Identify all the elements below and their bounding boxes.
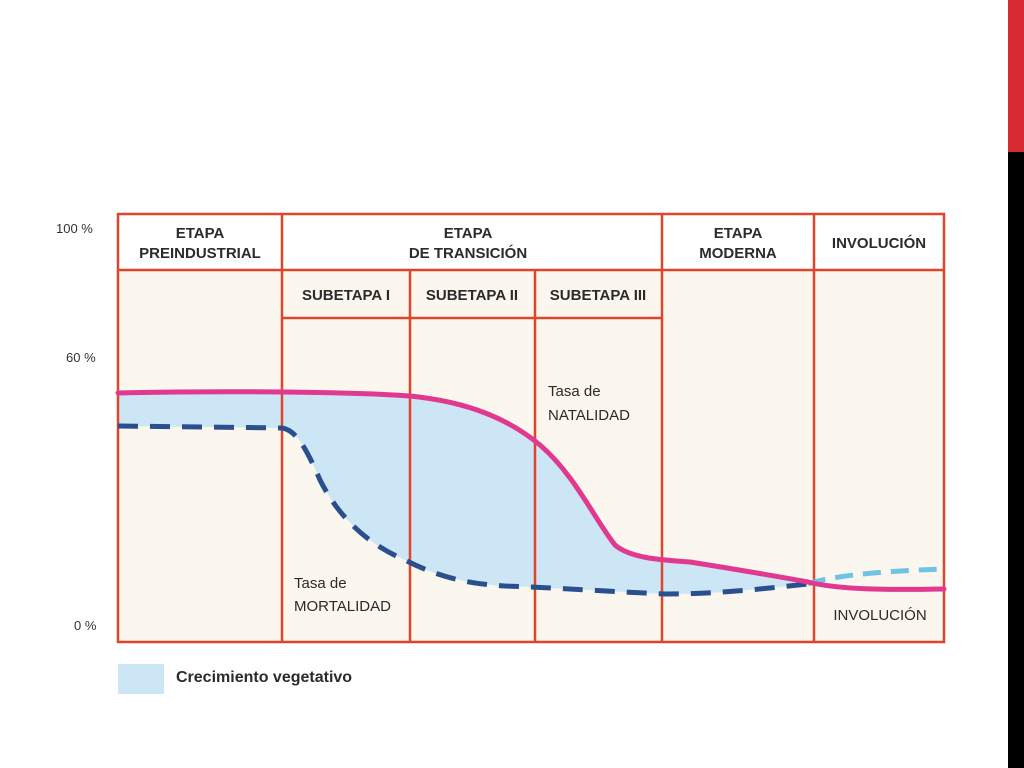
natalidad-label-line1: Tasa de	[548, 383, 601, 400]
legend-label: Crecimiento vegetativo	[176, 669, 352, 686]
stage-moderna-line2: MODERNA	[699, 245, 777, 262]
substage-3: SUBETAPA III	[550, 287, 646, 304]
natalidad-label-line2: NATALIDAD	[548, 407, 630, 424]
diagram-frame	[116, 212, 946, 644]
vegetative-growth-area	[118, 391, 808, 594]
y-label-100: 100 %	[56, 221, 93, 236]
stage-preindustrial-line2: PREINDUSTRIAL	[139, 245, 261, 262]
y-label-0: 0 %	[74, 618, 97, 633]
slide-accent-red-bar	[1008, 0, 1024, 152]
stage-transicion-line1: ETAPA	[444, 225, 493, 242]
involucion-curve-label: INVOLUCIÓN	[833, 607, 926, 624]
legend-swatch	[118, 664, 164, 694]
slide-accent-black-bar	[1008, 152, 1024, 768]
y-label-60: 60 %	[66, 350, 96, 365]
stage-transicion-line2: DE TRANSICIÓN	[409, 244, 527, 262]
stage-preindustrial-line1: ETAPA	[176, 225, 225, 242]
natality-curve	[115, 389, 947, 592]
demographic-transition-diagram: 100 % 60 % 0 % ETAPA PREINDUSTRIAL ETAPA…	[56, 212, 947, 694]
mortality-curve	[117, 423, 809, 597]
substage-2: SUBETAPA II	[426, 287, 518, 304]
mortalidad-label-line1: Tasa de	[294, 575, 347, 592]
stage-moderna-line1: ETAPA	[714, 225, 763, 242]
mortalidad-label-line2: MORTALIDAD	[294, 598, 391, 615]
stage-involucion: INVOLUCIÓN	[832, 234, 926, 252]
substage-1: SUBETAPA I	[302, 287, 390, 304]
